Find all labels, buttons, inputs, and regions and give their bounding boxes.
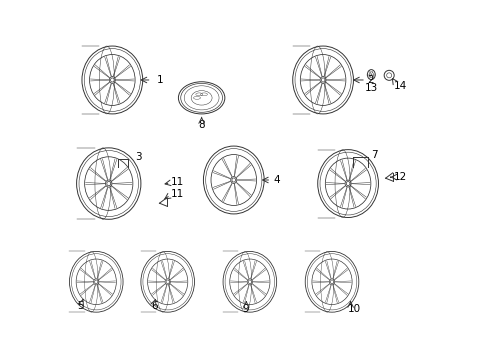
Text: 6: 6 <box>151 301 157 311</box>
Ellipse shape <box>110 78 114 82</box>
Text: 11: 11 <box>171 189 184 199</box>
Text: 13: 13 <box>364 83 377 93</box>
Text: 9: 9 <box>242 304 248 314</box>
Text: 1: 1 <box>157 75 163 85</box>
Ellipse shape <box>166 280 169 284</box>
Text: 12: 12 <box>393 172 406 182</box>
Ellipse shape <box>95 280 98 284</box>
Text: 2: 2 <box>367 75 374 85</box>
Text: 8: 8 <box>198 120 204 130</box>
Text: 10: 10 <box>347 304 361 314</box>
Ellipse shape <box>321 78 324 82</box>
Text: 14: 14 <box>393 81 406 91</box>
Text: 3: 3 <box>135 152 142 162</box>
Text: 4: 4 <box>272 175 279 185</box>
Ellipse shape <box>346 181 349 186</box>
Text: 11: 11 <box>171 177 184 187</box>
Text: 5: 5 <box>78 301 84 311</box>
Ellipse shape <box>248 280 251 284</box>
Ellipse shape <box>106 181 110 186</box>
Ellipse shape <box>330 280 333 284</box>
Text: 7: 7 <box>370 150 377 160</box>
Ellipse shape <box>231 178 235 182</box>
